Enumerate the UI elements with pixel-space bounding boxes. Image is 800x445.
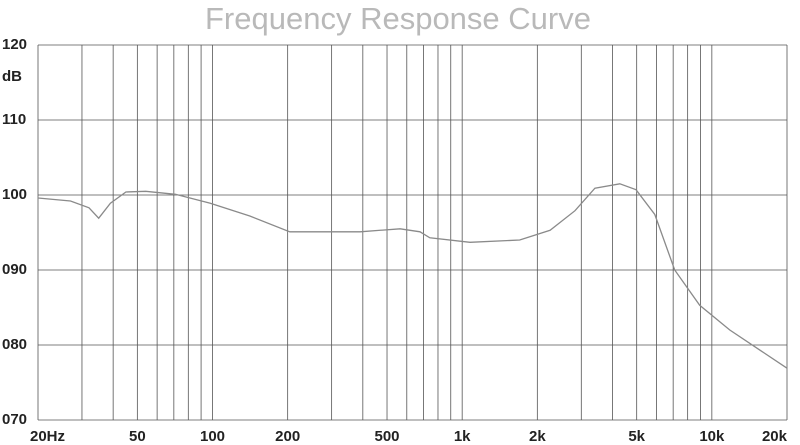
x-tick-label: 100 bbox=[200, 428, 225, 445]
x-tick-label: 5k bbox=[628, 428, 645, 445]
chart-title: Frequency Response Curve bbox=[205, 1, 591, 36]
y-unit: dB bbox=[2, 68, 22, 85]
x-tick-label: 200 bbox=[275, 428, 300, 445]
y-tick-label: 110 bbox=[2, 111, 26, 128]
line bbox=[37, 183, 788, 369]
x-tick-label: 1k bbox=[454, 428, 471, 445]
y-tick-label: 070 bbox=[2, 411, 27, 428]
y-tick-label: 100 bbox=[2, 186, 27, 203]
x-tick-label: 2k bbox=[529, 428, 546, 445]
x-tick-label: 10k bbox=[699, 428, 725, 445]
y-tick-label: 090 bbox=[2, 261, 27, 278]
x-tick-label: 50 bbox=[129, 428, 146, 445]
y-tick-label: 120 bbox=[2, 36, 27, 53]
y-tick-label: 080 bbox=[2, 336, 27, 353]
x-tick-label: 20k bbox=[762, 428, 788, 445]
x-tick-label: 500 bbox=[375, 428, 400, 445]
x-tick-label: 20Hz bbox=[30, 428, 65, 445]
